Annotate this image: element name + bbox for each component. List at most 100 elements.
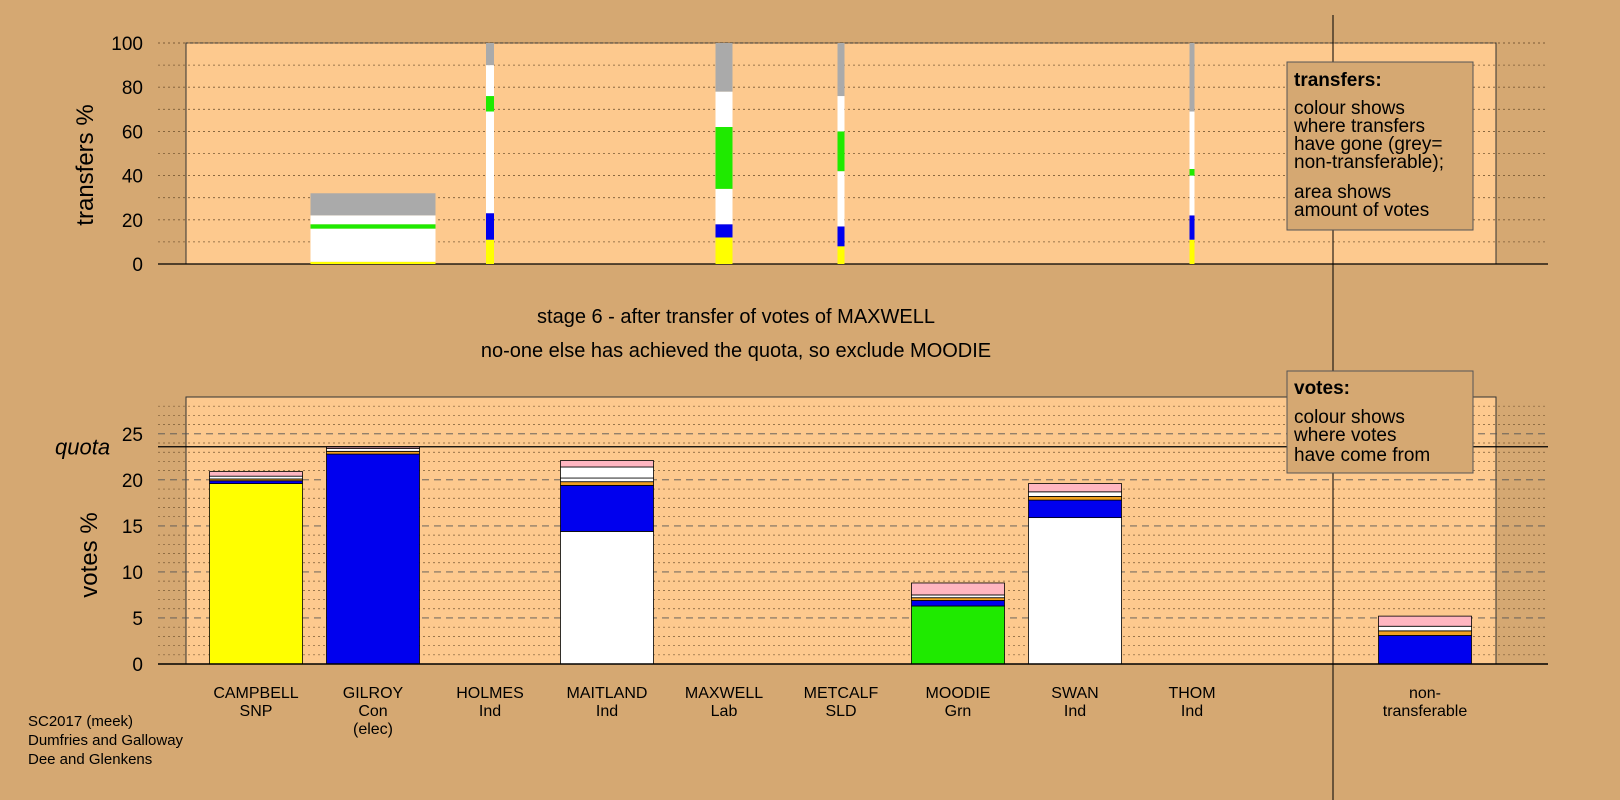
transfers-y-label: transfers % — [72, 104, 99, 225]
candidate-label: Grn — [945, 703, 972, 720]
vote-segment — [911, 605, 1005, 665]
vote-segment — [1028, 517, 1122, 665]
transfer-segment — [837, 171, 845, 227]
transfer-segment — [310, 228, 436, 262]
transfers-legend-line: colour shows — [1294, 98, 1405, 119]
transfers-legend: transfers: colour shows where transfers … — [1286, 61, 1474, 231]
vote-segment — [209, 480, 303, 484]
transfers-tick-label: 100 — [111, 34, 143, 55]
transfer-segment — [1189, 111, 1195, 169]
transfer-segment — [837, 43, 845, 97]
transfers-tick-label: 60 — [122, 122, 143, 143]
footer-line-2: Dumfries and Galloway — [28, 732, 184, 749]
transfer-bar-metcalf — [837, 43, 845, 264]
candidate-label: THOM — [1168, 685, 1215, 702]
vote-segment — [1028, 499, 1122, 519]
vote-segment — [1378, 625, 1472, 632]
transfer-segment — [715, 91, 733, 127]
transfers-legend-line: where transfers — [1293, 116, 1425, 137]
vote-segment — [209, 471, 303, 477]
transfer-segment — [486, 96, 494, 112]
footer-line-1: SC2017 (meek) — [28, 713, 133, 730]
vote-segment — [560, 531, 654, 665]
transfer-segment — [310, 224, 436, 229]
transfers-tick-label: 20 — [122, 211, 143, 232]
candidate-label: Ind — [1064, 703, 1086, 720]
votes-legend-line: where votes — [1293, 425, 1396, 446]
vote-segment — [1028, 491, 1122, 497]
transfer-segment — [715, 43, 733, 92]
vote-segment — [560, 460, 654, 468]
transfers-legend-line: area shows — [1294, 182, 1391, 203]
transfer-segment — [486, 239, 494, 264]
vote-segment — [560, 484, 654, 532]
vote-bar-non-transferable — [1378, 615, 1472, 665]
transfers-legend-line: non-transferable); — [1294, 152, 1444, 173]
vote-bar-swan — [1028, 483, 1122, 665]
transfers-legend-line: amount of votes — [1294, 200, 1429, 221]
transfer-segment — [486, 43, 494, 66]
candidate-label: MAXWELL — [685, 685, 763, 702]
candidate-label: Lab — [711, 703, 738, 720]
transfers-legend-title: transfers: — [1294, 70, 1382, 91]
candidate-label: MAITLAND — [567, 685, 648, 702]
candidate-label: transferable — [1383, 703, 1468, 720]
transfer-segment — [486, 111, 494, 214]
vote-segment — [1378, 630, 1472, 636]
candidate-label: CAMPBELL — [213, 685, 298, 702]
votes-legend-box — [1286, 370, 1474, 474]
transfers-tick-label: 80 — [122, 78, 143, 99]
transfer-segment — [1189, 168, 1195, 176]
quota-label: quota — [55, 435, 110, 460]
transfer-segment — [310, 193, 436, 216]
transfers-tick-label: 0 — [132, 255, 143, 276]
transfer-segment — [1189, 175, 1195, 216]
votes-legend-line: have come from — [1294, 445, 1430, 466]
candidate-label: SNP — [240, 703, 273, 720]
transfer-segment — [837, 246, 845, 264]
vote-segment — [911, 597, 1005, 601]
transfer-segment — [310, 215, 436, 225]
vote-segment — [560, 477, 654, 483]
votes-legend-title: votes: — [1294, 378, 1350, 399]
vote-segment — [911, 594, 1005, 599]
transfer-segment — [1189, 43, 1195, 112]
transfer-segment — [837, 226, 845, 247]
transfer-segment — [837, 96, 845, 132]
candidate-label: METCALF — [804, 685, 879, 702]
candidate-label: GILROY — [343, 685, 404, 702]
transfer-segment — [715, 224, 733, 238]
candidate-label: Con — [358, 703, 387, 720]
transfer-segment — [310, 261, 436, 264]
votes-tick-label: 5 — [132, 609, 143, 630]
candidate-label: HOLMES — [456, 685, 524, 702]
vote-segment — [1028, 483, 1122, 493]
vote-segment — [560, 466, 654, 479]
transfer-bar-gilroy — [310, 193, 436, 264]
candidate-label: Ind — [1181, 703, 1203, 720]
vote-segment — [209, 483, 303, 665]
transfer-segment — [1189, 239, 1195, 264]
transfer-bar-holmes — [486, 43, 494, 264]
footer-line-3: Dee and Glenkens — [28, 751, 152, 768]
transfers-tick-label: 40 — [122, 167, 143, 188]
candidate-label: non- — [1409, 685, 1441, 702]
vote-bar-maitland — [560, 460, 654, 665]
transfer-segment — [1189, 215, 1195, 240]
vote-segment — [326, 453, 420, 665]
transfer-segment — [486, 213, 494, 240]
vote-bar-campbell — [209, 471, 303, 665]
vote-segment — [209, 475, 303, 480]
transfer-segment — [837, 131, 845, 172]
vote-segment — [911, 600, 1005, 607]
candidate-label: MOODIE — [926, 685, 991, 702]
votes-tick-label: 10 — [122, 563, 143, 584]
vote-segment — [1378, 615, 1472, 627]
transfer-segment — [715, 237, 733, 264]
vote-segment — [911, 582, 1005, 596]
vote-segment — [1028, 496, 1122, 501]
transfer-segment — [715, 126, 733, 189]
vote-bar-moodie — [911, 582, 1005, 665]
